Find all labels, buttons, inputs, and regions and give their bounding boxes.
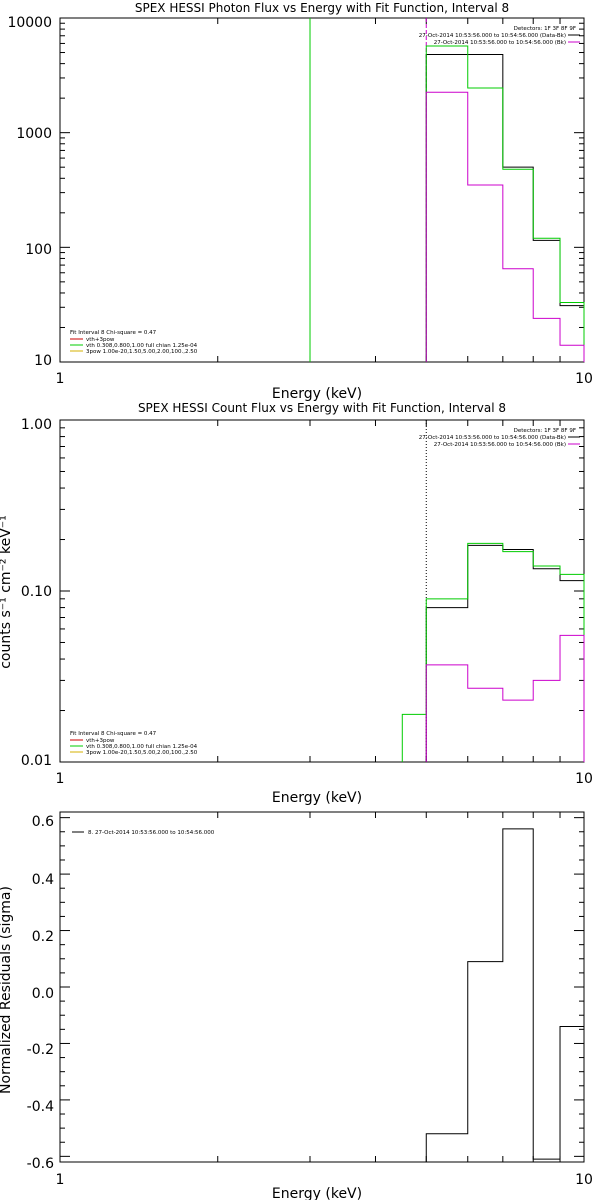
residuals-y-tick-label: 0.2: [32, 929, 54, 945]
count-flux-header-line: 27-Oct-2014 10:53:56.000 to 10:54:56.000…: [419, 435, 566, 441]
residuals-y-tick-label: -0.4: [27, 1099, 54, 1115]
count-flux-legend-item: vth+3pow: [86, 738, 115, 744]
photon-flux-detectors-line: Detectors: 1F 3F 8F 9F: [514, 26, 576, 32]
count-flux-series-line: [425, 634, 585, 762]
photon-flux-header-line: 27-Oct-2014 10:53:56.000 to 10:54:56.000…: [419, 33, 566, 39]
residuals-plot-frame: [59, 811, 585, 1163]
residuals-y-tick-label: 0.4: [32, 872, 54, 888]
count-flux-detectors-line: Detectors: 1F 3F 8F 9F: [514, 428, 576, 434]
count-flux-x-axis-label: Energy (keV): [272, 790, 362, 806]
count-flux-title: SPEX HESSI Count Flux vs Energy with Fit…: [138, 401, 506, 415]
count-flux-x-tick-label: 1: [56, 771, 65, 787]
residuals-x-axis-label: Energy (keV): [272, 1186, 362, 1200]
photon-flux-marker-lines: [309, 18, 427, 362]
photon-flux-legend-fit-interval: Fit Interval 8 Chi-square = 0.47: [70, 330, 157, 336]
count-flux-y-axis-label: counts s⁻¹ cm⁻² keV⁻¹: [0, 515, 14, 669]
count-flux-legend-item: vth 0.308,0.800,1.00 full chian 1.25e-04: [86, 744, 198, 750]
count-flux-y-tick-label: 0.10: [21, 584, 52, 600]
residuals-series: [425, 828, 585, 1162]
photon-flux-series-line: [425, 91, 585, 362]
count-flux-legend-item: 3pow 1.00e-20,1.50,5.00,2.00,100.,2.50: [86, 750, 198, 756]
photon-flux-legend-item: vth 0.308,0.800,1.00 full chian 1.25e-04: [86, 343, 198, 349]
count-flux-series-line: [401, 542, 585, 762]
photon-flux-minor-ticks: [60, 17, 584, 363]
residuals-y-tick-label: -0.6: [27, 1156, 54, 1172]
photon-flux-panel: SPEX HESSI Photon Flux vs Energy with Fi…: [7, 1, 592, 402]
residuals-x-tick-label: 10: [575, 1172, 593, 1188]
photon-flux-x-axis-label: Energy (keV): [272, 386, 362, 402]
photon-flux-y-tick-label: 100: [25, 242, 52, 258]
residuals-y-axis-label: Normalized Residuals (sigma): [0, 886, 14, 1094]
photon-flux-series: [425, 45, 585, 362]
count-flux-series: [401, 542, 585, 762]
photon-flux-series-line: [425, 45, 585, 362]
photon-flux-legend-item: vth+3pow: [86, 337, 115, 343]
residuals-minor-ticks: [60, 817, 584, 1157]
count-flux-plot-frame: [59, 419, 585, 763]
count-flux-header-line: 27-Oct-2014 10:53:56.000 to 10:54:56.000…: [434, 442, 566, 448]
photon-flux-header-line: 27-Oct-2014 10:53:56.000 to 10:54:56.000…: [434, 40, 566, 46]
photon-flux-legend-item: 3pow 1.00e-20,1.50,5.00,2.00,100.,2.50: [86, 349, 198, 355]
count-flux-legend-fit-interval: Fit Interval 8 Chi-square = 0.47: [70, 731, 157, 737]
photon-flux-x-tick-label: 10: [575, 371, 593, 387]
residuals-y-tick-label: 0.0: [32, 986, 54, 1002]
residuals-series-line: [425, 828, 585, 1162]
photon-flux-y-tick-label: 10: [34, 353, 52, 369]
residuals-x-tick-label: 1: [56, 1172, 65, 1188]
count-flux-minor-ticks: [60, 419, 584, 763]
count-flux-series-line: [425, 544, 585, 762]
count-flux-y-tick-label: 1.00: [21, 417, 52, 433]
count-flux-x-tick-label: 10: [575, 771, 593, 787]
count-flux-panel: SPEX HESSI Count Flux vs Energy with Fit…: [0, 401, 593, 806]
count-flux-y-tick-label: 0.01: [21, 753, 52, 769]
residuals-x-minor-ticks: [217, 812, 561, 1162]
photon-flux-x-tick-label: 1: [56, 371, 65, 387]
photon-flux-y-tick-label: 1000: [16, 126, 52, 142]
photon-flux-title: SPEX HESSI Photon Flux vs Energy with Fi…: [135, 1, 509, 15]
residuals-y-tick-label: 0.6: [32, 814, 54, 830]
residuals-panel: 0.6 0.4 0.2 0.0 -0.2 -0.4 -0.6 Normalize…: [0, 811, 593, 1200]
count-flux-x-minor-ticks: [217, 420, 561, 762]
photon-flux-x-minor-ticks: [217, 18, 561, 362]
photon-flux-series-line: [425, 54, 585, 362]
photon-flux-plot-frame: [59, 17, 585, 363]
photon-flux-y-tick-label: 10000: [7, 15, 52, 31]
residuals-legend-item: 8. 27-Oct-2014 10:53:56.000 to 10:54:56.…: [88, 830, 215, 836]
residuals-y-tick-label: -0.2: [27, 1042, 54, 1058]
